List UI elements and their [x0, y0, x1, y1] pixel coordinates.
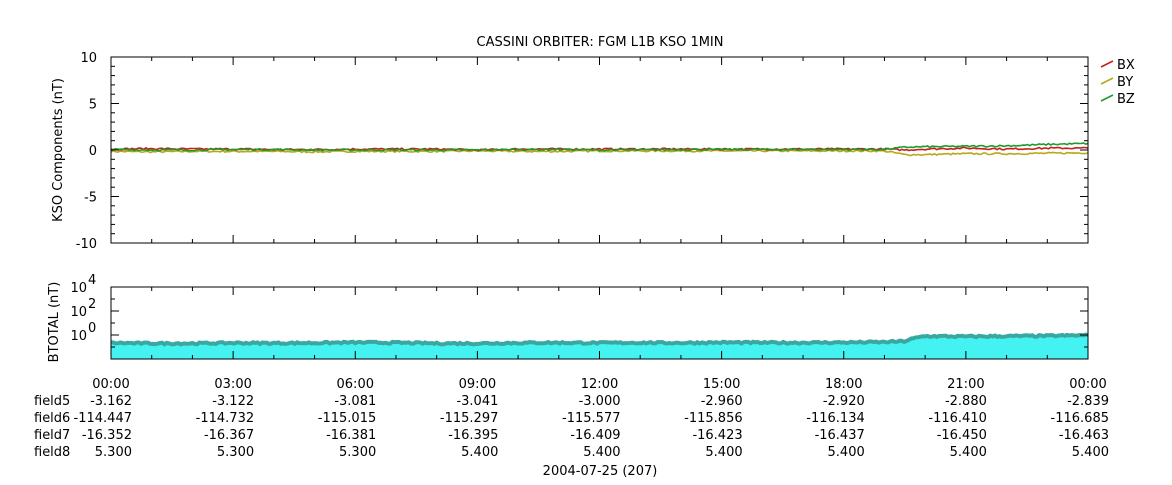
- legend-swatch-bx: [1100, 60, 1114, 68]
- ephemeris-value: -16.381: [326, 428, 376, 443]
- ephemeris-value: -115.015: [318, 411, 376, 426]
- ephemeris-value: -3.041: [456, 394, 498, 409]
- ephemeris-value: 5.400: [705, 445, 742, 460]
- ephemeris-value: -116.685: [1051, 411, 1109, 426]
- x-tick-label: 00:00: [92, 377, 129, 392]
- ephemeris-value: -116.410: [928, 411, 986, 426]
- btotal-line: [110, 332, 1089, 347]
- legend-label-bx: BX: [1117, 58, 1135, 73]
- ephemeris-value: -16.352: [82, 428, 132, 443]
- legend-swatch-by: [1100, 77, 1114, 85]
- ephemeris-value: -3.000: [579, 394, 621, 409]
- top-x-ticks: [110, 57, 1089, 243]
- ephemeris-table: field5 -3.162 -3.122 -3.081 -3.041 -3.000 -2.9…: [34, 394, 1109, 460]
- chart-title: CASSINI ORBITER: FGM L1B KSO 1MIN: [477, 35, 724, 50]
- y-tick-label: 10: [70, 329, 87, 344]
- ephemeris-value: -2.920: [823, 394, 865, 409]
- ephemeris-row-name: field7: [34, 428, 70, 443]
- x-tick-label: 21:00: [947, 377, 984, 392]
- y-tick-exponent: 4: [88, 273, 96, 288]
- date-label: 2004-07-25 (207): [543, 464, 658, 479]
- bottom-y-axis-label: BTOTAL (nT): [47, 282, 62, 363]
- x-tick-label: 09:00: [459, 377, 496, 392]
- ephemeris-value: -2.960: [701, 394, 743, 409]
- ephemeris-value: -114.732: [196, 411, 254, 426]
- y-tick-label: 10: [70, 305, 87, 320]
- ephemeris-value: 5.400: [950, 445, 987, 460]
- ephemeris-value: -2.880: [945, 394, 987, 409]
- y-tick-label: -5: [84, 191, 97, 206]
- legend-label-bz: BZ: [1117, 92, 1135, 107]
- legend-label-by: BY: [1117, 75, 1133, 90]
- kso-series-traces: [110, 142, 1089, 157]
- ephemeris-value: 5.300: [339, 445, 376, 460]
- ephemeris-row-name: field8: [34, 445, 70, 460]
- ephemeris-value: -16.450: [937, 428, 987, 443]
- series-bz-line: [110, 142, 1089, 152]
- legend: BX BY BZ: [1100, 58, 1135, 107]
- x-tick-label: 15:00: [703, 377, 740, 392]
- kso-components-panel: 10 5 0 -5 -10 KSO Components (nT) BX BY BZ: [51, 51, 1135, 252]
- ephemeris-value: -16.367: [204, 428, 254, 443]
- series-by-line: [110, 149, 1089, 157]
- ephemeris-value: 5.300: [217, 445, 254, 460]
- ephemeris-value: -115.856: [684, 411, 742, 426]
- ephemeris-value: -3.122: [212, 394, 254, 409]
- ephemeris-value: -115.297: [440, 411, 498, 426]
- ephemeris-value: -115.577: [562, 411, 620, 426]
- y-tick-label: -10: [76, 237, 97, 252]
- ephemeris-value: -16.423: [692, 428, 742, 443]
- ephemeris-value: -16.395: [448, 428, 498, 443]
- ephemeris-row-name: field6: [34, 411, 70, 426]
- ephemeris-value: -16.409: [570, 428, 620, 443]
- x-tick-label: 00:00: [1069, 377, 1106, 392]
- y-tick-label: 0: [89, 144, 97, 159]
- ephemeris-value: 5.400: [828, 445, 865, 460]
- ephemeris-value: 5.400: [461, 445, 498, 460]
- y-tick-label: 10: [80, 51, 97, 66]
- ephemeris-value: -114.447: [74, 411, 132, 426]
- bottom-x-ticks: [110, 287, 1089, 359]
- x-tick-label: 03:00: [214, 377, 251, 392]
- legend-swatch-bz: [1100, 94, 1114, 102]
- x-tick-label: 12:00: [581, 377, 618, 392]
- ephemeris-value: 5.400: [583, 445, 620, 460]
- x-tick-label: 06:00: [337, 377, 374, 392]
- ephemeris-value: 5.400: [1072, 445, 1109, 460]
- ephemeris-value: -16.463: [1059, 428, 1109, 443]
- ephemeris-value: -116.134: [806, 411, 864, 426]
- ephemeris-value: -3.081: [334, 394, 376, 409]
- top-y-ticks: 10 5 0 -5 -10: [76, 51, 1088, 252]
- y-tick-exponent: 0: [88, 321, 96, 336]
- x-tick-label: 18:00: [825, 377, 862, 392]
- ephemeris-value: -2.839: [1067, 394, 1109, 409]
- ephemeris-row-name: field5: [34, 394, 70, 409]
- y-tick-exponent: 2: [88, 297, 96, 312]
- ephemeris-value: -3.162: [90, 394, 132, 409]
- ephemeris-value: -16.437: [815, 428, 865, 443]
- x-tick-labels: 00:00 03:00 06:00 09:00 12:00 15:00 18:00 21:00…: [92, 377, 1106, 392]
- y-tick-label: 5: [89, 98, 97, 113]
- ephemeris-value: 5.300: [95, 445, 132, 460]
- y-tick-label: 10: [70, 281, 87, 296]
- top-y-axis-label: KSO Components (nT): [51, 78, 66, 222]
